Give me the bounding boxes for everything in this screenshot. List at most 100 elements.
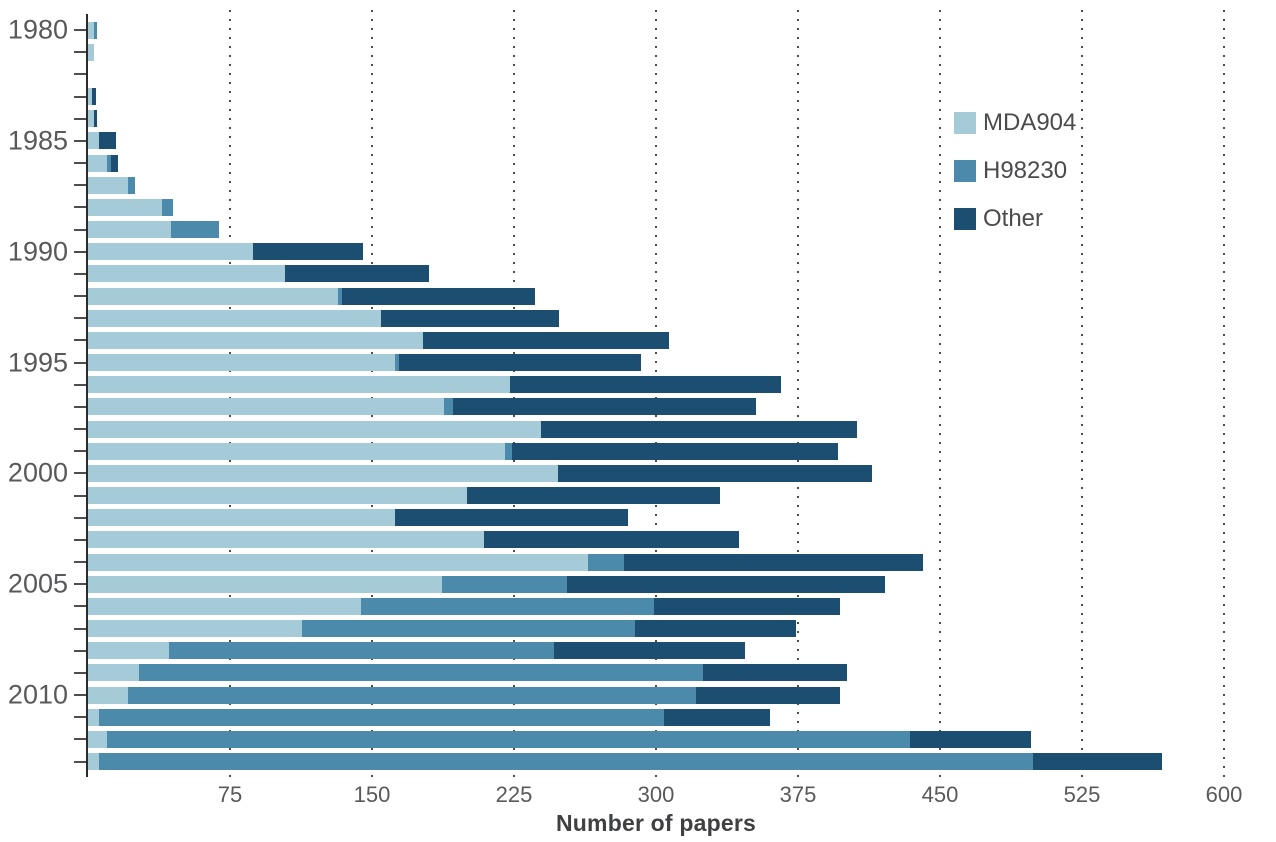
bar-2013-mda904	[88, 753, 100, 771]
y-tick-label-1995: 1995	[7, 347, 68, 378]
year-tick-1994	[74, 339, 86, 342]
bar-2004-h98230	[587, 553, 624, 571]
year-tick-2000	[74, 472, 86, 475]
year-tick-1983	[74, 95, 86, 98]
x-tick-label-150: 150	[353, 782, 391, 807]
bar-1992-other	[341, 287, 535, 305]
legend-item-h98230: H98230	[954, 157, 1076, 184]
legend-swatch-other	[954, 208, 976, 230]
y-tick-label-1980: 1980	[7, 14, 68, 45]
bar-1998-mda904	[88, 420, 541, 438]
bar-1990-mda904	[88, 243, 253, 261]
x-tick-label-525: 525	[1063, 782, 1101, 807]
bar-1983-other	[91, 88, 96, 105]
bar-2002-mda904	[88, 509, 395, 527]
bar-1985-other	[99, 132, 117, 150]
bar-1986-h98230	[106, 154, 111, 172]
bar-1989-h98230	[171, 221, 219, 239]
bar-2009-h98230	[139, 664, 704, 682]
x-tick-label-300: 300	[637, 782, 675, 807]
legend-item-mda904: MDA904	[954, 111, 1076, 135]
bar-1989-mda904	[88, 221, 172, 239]
gridline-150	[371, 10, 373, 777]
year-tick-2013	[74, 760, 86, 763]
bar-2001-mda904	[88, 487, 467, 505]
legend-label-other: Other	[983, 205, 1044, 232]
bar-2010-mda904	[88, 686, 128, 704]
year-tick-2011	[74, 716, 86, 719]
bar-2006-other	[654, 597, 840, 615]
bar-2007-other	[635, 620, 797, 638]
bar-2012-other	[909, 730, 1031, 748]
gridline-75	[229, 10, 231, 777]
bar-1995-mda904	[88, 354, 395, 372]
x-tick-label-600: 600	[1205, 782, 1243, 807]
bar-2010-h98230	[127, 686, 696, 704]
bar-2007-mda904	[88, 620, 302, 638]
gridline-375	[797, 10, 799, 777]
y-tick-label-2000: 2000	[7, 457, 68, 488]
gridline-300	[655, 10, 657, 777]
bar-2000-other	[557, 464, 872, 482]
bar-2005-h98230	[442, 575, 567, 593]
bar-1999-h98230	[504, 442, 513, 460]
bar-1985-mda904	[88, 132, 100, 150]
year-tick-1996	[74, 383, 86, 386]
bar-2013-h98230	[99, 753, 1033, 771]
bar-2006-mda904	[88, 597, 361, 615]
bar-2003-mda904	[88, 531, 484, 549]
x-tick-label-225: 225	[495, 782, 533, 807]
bar-1980-h98230	[93, 21, 98, 39]
bar-1986-other	[110, 154, 119, 172]
bar-2001-other	[466, 487, 721, 505]
x-axis-title: Number of papers	[555, 810, 757, 836]
bar-2003-other	[483, 531, 740, 549]
year-tick-1986	[74, 162, 86, 165]
bar-1998-other	[540, 420, 857, 438]
y-tick-label-1990: 1990	[7, 236, 68, 267]
year-tick-1980	[74, 29, 86, 31]
bar-1991-other	[284, 265, 429, 283]
year-tick-1995	[74, 361, 86, 364]
bar-2008-mda904	[88, 642, 170, 660]
bar-1999-other	[512, 442, 838, 460]
bar-1987-mda904	[88, 176, 128, 194]
bar-1986-mda904	[88, 154, 107, 172]
bar-1984-other	[93, 110, 98, 128]
year-tick-1997	[74, 405, 86, 408]
gridline-525	[1081, 10, 1083, 777]
bar-2009-other	[703, 664, 848, 682]
year-tick-2002	[74, 516, 86, 519]
year-tick-1982	[74, 73, 86, 76]
year-tick-1987	[74, 184, 86, 187]
bar-2011-h98230	[99, 708, 664, 726]
bar-2010-other	[695, 686, 840, 704]
year-tick-2009	[74, 671, 86, 674]
year-tick-1989	[74, 228, 86, 231]
year-tick-2003	[74, 538, 86, 541]
legend-label-h98230: H98230	[983, 157, 1068, 184]
year-tick-2006	[74, 605, 86, 608]
bar-1983-mda904	[88, 88, 92, 105]
bar-1997-other	[453, 398, 757, 416]
bar-2002-other	[394, 509, 628, 527]
year-tick-1988	[74, 206, 86, 209]
bar-1995-other	[398, 354, 641, 372]
y-tick-label-1985: 1985	[7, 125, 68, 156]
legend: MDA904 H98230 Other	[954, 111, 1076, 256]
bar-1994-mda904	[88, 331, 424, 349]
bar-2013-other	[1032, 753, 1162, 771]
year-tick-2008	[74, 649, 86, 652]
x-tick-label-450: 450	[921, 782, 959, 807]
year-tick-1993	[74, 317, 86, 320]
bar-2005-mda904	[88, 575, 443, 593]
gridline-225	[513, 10, 515, 777]
bar-1987-h98230	[127, 176, 136, 194]
x-tick-label-75: 75	[217, 782, 243, 807]
legend-swatch-mda904	[954, 112, 976, 134]
bar-1991-mda904	[88, 265, 285, 283]
bar-2011-other	[663, 708, 770, 726]
year-tick-1981	[74, 51, 86, 54]
year-tick-1992	[74, 295, 86, 298]
